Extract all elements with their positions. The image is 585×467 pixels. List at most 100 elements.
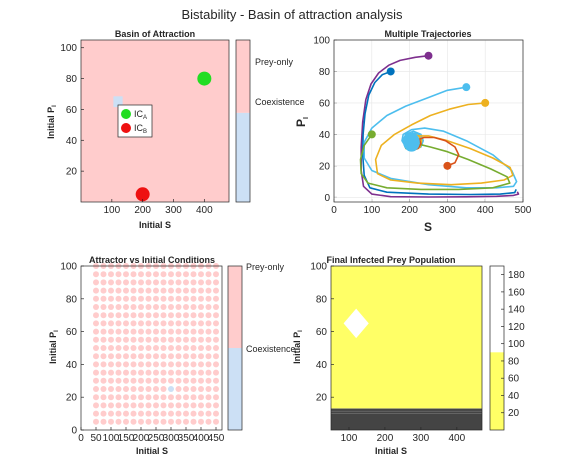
attractor-xtick-label: 450 [208, 433, 225, 444]
trajectories-axes-frame [333, 39, 524, 203]
final-infected-colorbar-tick-label: 120 [508, 322, 525, 333]
attractor-point-prey-only [100, 377, 107, 384]
attractor-point-prey-only [100, 279, 107, 286]
attractor-xtick-label: 250 [148, 433, 165, 444]
attractor-point-prey-only [190, 304, 197, 310]
attractor-point-prey-only [138, 361, 144, 368]
attractor-point-prey-only [108, 345, 114, 351]
attractor-point-prey-only [168, 361, 174, 368]
trajectories-ytick-label: 100 [313, 36, 330, 47]
attractor-point-prey-only [100, 328, 107, 335]
attractor-point-prey-only [123, 295, 129, 302]
trajectories-xtick-label: 200 [401, 205, 418, 216]
attractor-point-prey-only [175, 402, 182, 409]
attractor-point-prey-only [190, 353, 197, 360]
attractor-point-prey-only [130, 418, 137, 425]
attractor-point-prey-only [213, 304, 219, 310]
basin-ytick-label: 40 [66, 136, 78, 147]
trajectories-ytick-label: 20 [319, 161, 331, 172]
attractor-point-prey-only [108, 361, 114, 368]
attractor-point-prey-only [175, 328, 182, 335]
attractor-point-prey-only [115, 402, 122, 409]
attractor-colorbar-frame [227, 265, 243, 431]
attractor-point-prey-only [123, 304, 129, 310]
trajectories-ylabel: PI [294, 117, 310, 127]
attractor-point-prey-only [108, 295, 114, 302]
attractor-point-prey-only [115, 295, 122, 302]
attractor-point-prey-only [130, 410, 137, 417]
attractor-point-prey-only [138, 386, 144, 392]
attractor-point-prey-only [145, 353, 152, 360]
attractor-point-prey-only [145, 320, 152, 327]
attractor-xtick-label: 100 [103, 433, 120, 444]
trajectory-start-point-4 [481, 98, 490, 107]
attractor-point-prey-only [213, 295, 219, 302]
attractor-point-prey-only [130, 361, 137, 368]
attractor-ytick-label: 40 [66, 360, 78, 371]
attractor-point-prey-only [145, 271, 152, 278]
attractor-point-prey-only [205, 312, 212, 319]
attractor-point-prey-only [183, 410, 189, 417]
attractor-point-prey-only [100, 410, 107, 417]
attractor-point-prey-only [93, 386, 99, 392]
final-infected-ylabel: Initial PI [292, 330, 304, 364]
attractor-point-prey-only [123, 353, 129, 360]
attractor-point-prey-only [138, 279, 144, 286]
attractor-point-prey-only [100, 271, 107, 278]
attractor-point-prey-only [183, 418, 189, 425]
attractor-point-prey-only [183, 345, 189, 351]
attractor-ytick-label: 80 [66, 294, 78, 305]
attractor-point-prey-only [153, 295, 159, 302]
attractor-point-prey-only [108, 304, 114, 310]
attractor-point-prey-only [168, 320, 174, 327]
attractor-point-prey-only [183, 336, 189, 343]
attractor-point-prey-only [168, 304, 174, 310]
final-infected-xlabel: Initial S [375, 446, 407, 456]
attractor-point-prey-only [130, 345, 137, 351]
attractor-point-prey-only [168, 402, 174, 409]
trajectories-ytick-label: 80 [319, 67, 331, 78]
attractor-point-prey-only [108, 320, 114, 327]
attractor-point-prey-only [123, 279, 129, 286]
basin-axes-frame [80, 39, 230, 203]
attractor-point-prey-only [115, 369, 122, 376]
final-infected-title: Final Infected Prey Population [326, 255, 455, 265]
attractor-point-prey-only [198, 361, 204, 368]
basin-marker-ic-a [197, 71, 212, 86]
trajectories-xtick-label: 500 [515, 205, 532, 216]
attractor-point-prey-only [100, 386, 107, 392]
attractor-point-prey-only [123, 394, 129, 401]
attractor-point-prey-only [108, 377, 114, 384]
attractor-point-prey-only [130, 304, 137, 310]
final-infected-colorbar-tick-label: 80 [508, 356, 520, 367]
attractor-point-prey-only [160, 271, 167, 278]
attractor-point-prey-only [198, 295, 204, 302]
trajectory-start-point-5 [367, 130, 376, 139]
basin-xtick-label: 100 [103, 205, 120, 216]
attractor-point-prey-only [183, 304, 189, 310]
attractor-point-prey-only [168, 287, 174, 294]
attractor-point-prey-only [138, 377, 144, 384]
attractor-point-prey-only [138, 353, 144, 360]
attractor-point-prey-only [100, 361, 107, 368]
attractor-point-prey-only [115, 345, 122, 351]
final-infected-ytick-label: 100 [310, 262, 327, 273]
attractor-point-prey-only [153, 410, 159, 417]
attractor-point-prey-only [160, 287, 167, 294]
attractor-point-prey-only [205, 410, 212, 417]
basin-title: Basin of Attraction [115, 29, 195, 39]
attractor-point-prey-only [100, 353, 107, 360]
attractor-point-prey-only [145, 295, 152, 302]
final-infected-high-value-cell [343, 308, 369, 339]
attractor-point-prey-only [160, 295, 167, 302]
attractor-point-prey-only [115, 418, 122, 425]
attractor-point-prey-only [213, 418, 219, 425]
attractor-point-prey-only [153, 386, 159, 392]
attractor-point-prey-only [153, 345, 159, 351]
attractor-point-prey-only [183, 312, 189, 319]
attractor-point-prey-only [205, 304, 212, 310]
attractor-point-prey-only [190, 271, 197, 278]
attractor-point-prey-only [160, 394, 167, 401]
attractor-point-prey-only [130, 336, 137, 343]
attractor-point-prey-only [183, 328, 189, 335]
